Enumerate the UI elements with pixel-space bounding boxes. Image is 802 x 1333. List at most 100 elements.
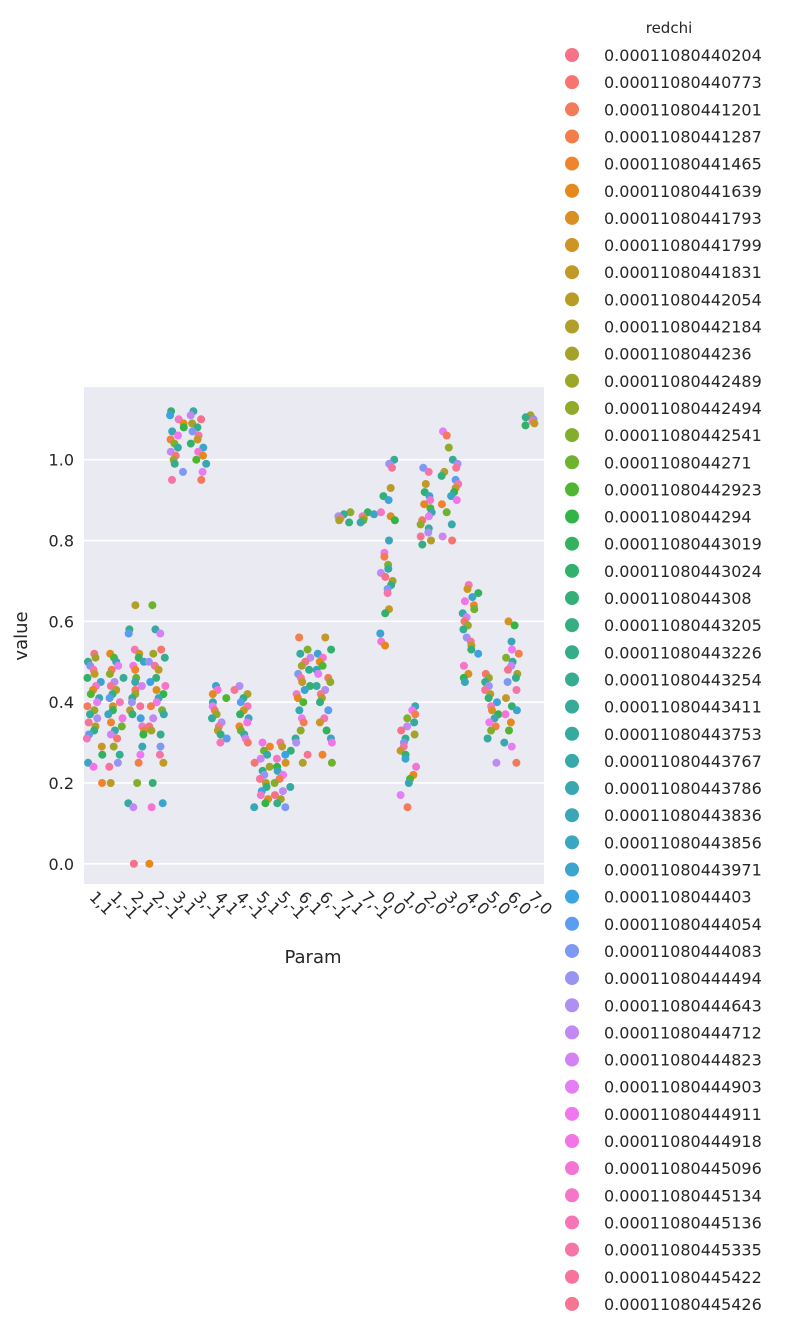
data-point xyxy=(148,779,157,787)
data-point xyxy=(113,758,122,767)
legend-label: 0.00011080445134 xyxy=(604,1186,762,1205)
legend-marker xyxy=(565,183,579,198)
data-point xyxy=(156,629,165,638)
legend-marker xyxy=(565,129,579,144)
data-point xyxy=(384,496,393,505)
legend-marker xyxy=(565,1079,579,1094)
legend-label: 0.00011080442494 xyxy=(604,399,762,418)
data-point xyxy=(236,710,245,719)
data-point xyxy=(115,698,124,707)
data-point xyxy=(86,690,95,699)
data-point xyxy=(447,520,456,529)
legend-marker xyxy=(565,781,579,796)
data-point xyxy=(104,710,113,719)
legend-marker xyxy=(565,373,579,388)
legend-marker xyxy=(565,563,579,578)
data-point xyxy=(222,734,231,743)
data-point xyxy=(507,637,516,646)
data-point xyxy=(292,738,301,747)
data-point xyxy=(511,673,520,682)
legend-label: 0.0001108044308 xyxy=(604,589,752,608)
data-point xyxy=(155,750,164,759)
data-point xyxy=(420,500,429,509)
data-point xyxy=(493,698,501,707)
data-point xyxy=(270,779,279,787)
data-point xyxy=(250,758,259,767)
data-point xyxy=(131,601,140,610)
data-point xyxy=(113,734,122,743)
data-point xyxy=(265,742,274,751)
data-point xyxy=(109,742,118,751)
data-point xyxy=(512,758,521,767)
legend-marker xyxy=(565,482,579,497)
data-point xyxy=(93,698,102,707)
data-point xyxy=(188,427,197,436)
data-point xyxy=(149,714,158,723)
data-point xyxy=(186,411,195,420)
data-point xyxy=(202,459,211,468)
legend-marker xyxy=(565,346,579,361)
data-point xyxy=(514,649,523,658)
legend-label: 0.00011080441793 xyxy=(604,209,762,228)
legend-label: 0.0001108044403 xyxy=(604,888,752,907)
legend-marker xyxy=(565,1269,579,1284)
data-point xyxy=(448,536,457,545)
data-point xyxy=(470,605,479,614)
data-point xyxy=(447,492,456,501)
legend-label: 0.00011080443767 xyxy=(604,752,762,771)
legend-marker xyxy=(565,1215,579,1230)
legend-label: 0.00011080445096 xyxy=(604,1159,762,1178)
data-point xyxy=(483,734,492,743)
legend-label: 0.00011080444903 xyxy=(604,1078,762,1097)
data-point xyxy=(156,730,165,739)
data-point xyxy=(467,645,476,654)
data-point xyxy=(485,718,494,727)
data-point xyxy=(299,718,308,727)
data-point xyxy=(208,714,216,723)
legend-label: 0.00011080443019 xyxy=(604,535,762,554)
data-point xyxy=(381,572,390,581)
legend-marker xyxy=(565,400,579,415)
data-point xyxy=(388,463,396,472)
data-point xyxy=(504,617,513,626)
data-point xyxy=(98,750,107,759)
data-point xyxy=(521,421,530,430)
data-point xyxy=(299,698,308,707)
legend-label: 0.00011080443024 xyxy=(604,562,762,581)
data-point xyxy=(397,726,406,735)
data-point xyxy=(139,730,148,739)
legend-marker xyxy=(565,971,579,986)
data-point xyxy=(146,702,155,711)
legend-label: 0.00011080444712 xyxy=(604,1023,762,1042)
data-point xyxy=(327,645,336,654)
data-point xyxy=(390,516,399,525)
data-point xyxy=(98,779,107,787)
data-point xyxy=(149,649,158,658)
data-point xyxy=(452,463,461,472)
data-point xyxy=(270,791,279,800)
data-point xyxy=(327,738,336,747)
data-point xyxy=(504,665,512,674)
data-point xyxy=(298,678,307,686)
data-point xyxy=(161,682,170,690)
data-point xyxy=(521,413,530,422)
legend-marker xyxy=(565,48,579,62)
legend-label: 0.00011080442184 xyxy=(604,318,762,337)
legend-label: 0.00011080443226 xyxy=(604,643,762,662)
data-point xyxy=(370,510,378,519)
data-point xyxy=(186,439,195,448)
data-point xyxy=(168,427,177,436)
data-point xyxy=(424,528,433,537)
y-tick-label: 0.8 xyxy=(49,532,74,551)
data-point xyxy=(410,718,419,727)
data-point xyxy=(216,730,225,739)
data-point xyxy=(193,435,202,444)
legend-marker xyxy=(565,943,579,958)
data-point xyxy=(174,431,182,440)
data-point xyxy=(500,738,509,747)
data-point xyxy=(437,500,446,509)
data-point xyxy=(154,665,163,674)
legend: 0.00011080440204 0.00011080440773 0.000110… xyxy=(565,46,762,1314)
